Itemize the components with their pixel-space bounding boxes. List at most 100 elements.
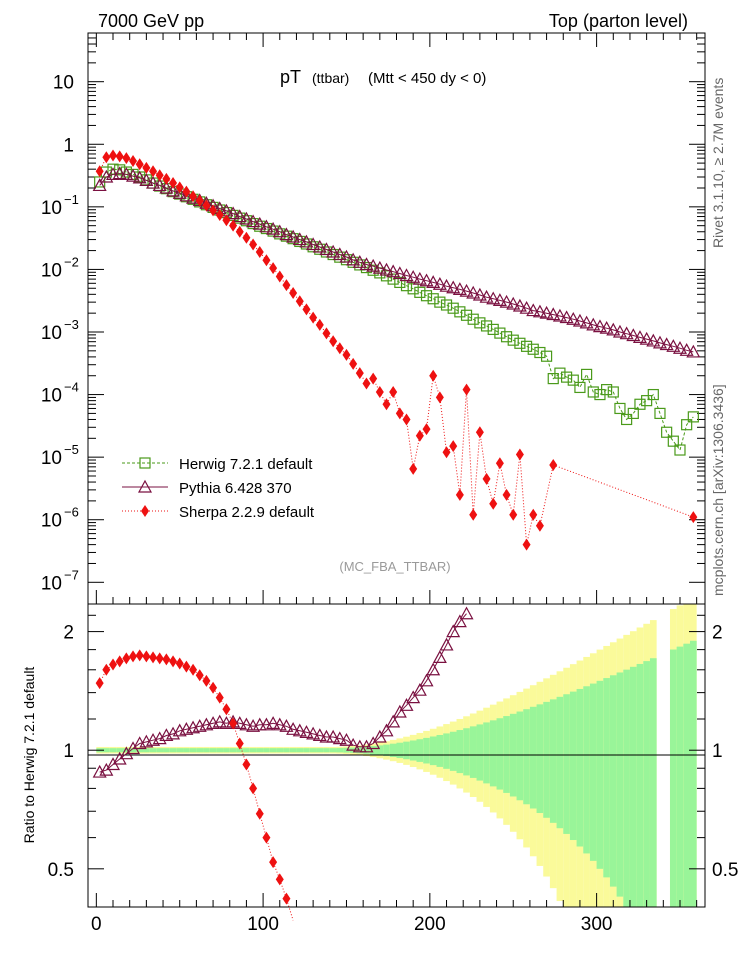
ratio-data-point <box>312 728 327 742</box>
data-point <box>532 304 547 318</box>
data-point <box>460 309 473 321</box>
data-point <box>394 276 406 289</box>
ratio-data-point <box>286 722 301 735</box>
rivet-label: Rivet 3.1.10, ≥ 2.7M events <box>710 78 726 248</box>
data-point <box>232 209 247 223</box>
data-point <box>587 386 599 398</box>
ratio-data-point <box>135 649 144 662</box>
data-point <box>102 151 111 164</box>
ratio-series <box>92 606 474 921</box>
y-tick-label: 10 <box>41 323 62 344</box>
ratio-data-point <box>189 663 198 676</box>
data-point <box>146 175 161 189</box>
band-inner-bin <box>183 748 190 753</box>
band-inner-bin <box>323 748 330 753</box>
band-inner-bin <box>283 748 290 753</box>
y-tick-label-exponent: −4 <box>64 380 79 395</box>
band-inner-bin <box>269 748 277 753</box>
data-point <box>627 407 639 420</box>
ratio-data-point <box>152 731 167 745</box>
data-point <box>486 291 501 305</box>
data-point <box>369 372 378 385</box>
x-tick-label: 100 <box>247 914 279 935</box>
data-point <box>289 286 298 299</box>
x-tick-label: 200 <box>414 914 446 935</box>
band-inner-bin <box>243 748 250 753</box>
data-point <box>306 237 321 251</box>
data-point <box>435 391 444 404</box>
data-point <box>535 519 544 532</box>
data-point <box>462 383 471 396</box>
data-point <box>621 413 633 426</box>
band-inner-bin <box>689 640 697 907</box>
data-point <box>175 181 184 194</box>
band-inner-bin <box>669 649 677 907</box>
data-point <box>502 488 511 501</box>
data-point <box>262 254 271 267</box>
plot-title-sub: (ttbar) <box>312 70 349 86</box>
band-inner-bin <box>496 718 504 790</box>
ratio-data-point <box>175 657 184 670</box>
data-point <box>132 170 147 184</box>
band-inner-bin <box>483 722 490 784</box>
ratio-series-sherpa <box>95 649 294 921</box>
data-point <box>149 165 158 178</box>
data-point <box>672 340 687 354</box>
ratio-y-tick-label-right: 1 <box>712 741 723 762</box>
ratio-data-point <box>306 726 321 740</box>
band-inner-bin <box>429 736 437 766</box>
band-inner-bin <box>216 748 224 753</box>
y-tick-label: 10 <box>41 260 62 281</box>
band-inner-bin <box>129 748 137 753</box>
y-tick-label-exponent: −6 <box>64 505 79 520</box>
data-point <box>295 295 304 308</box>
data-point <box>182 185 191 198</box>
legend: Herwig 7.2.1 default Pythia 6.428 370 Sh… <box>122 456 315 521</box>
data-point <box>506 296 521 310</box>
band-inner-bin <box>676 646 684 907</box>
ratio-data-point <box>439 637 454 651</box>
ratio-y-tick-label-right: 0.5 <box>712 860 738 881</box>
data-point <box>634 398 646 410</box>
data-point <box>479 289 494 303</box>
y-tick-label-exponent: −7 <box>64 567 79 582</box>
ratio-y-tick-label: 2 <box>63 623 74 644</box>
series-sherpa <box>95 149 698 551</box>
data-point <box>514 337 526 349</box>
band-inner-bin <box>416 739 424 762</box>
band-inner-bin <box>409 740 417 761</box>
ratio-data-point <box>366 736 381 750</box>
band-inner-bin <box>236 748 244 753</box>
band-inner-bin <box>636 663 644 907</box>
band-inner-bin <box>376 745 384 756</box>
data-point <box>495 457 504 470</box>
band-inner-bin <box>443 733 450 769</box>
data-point <box>339 249 354 263</box>
data-point <box>255 245 264 258</box>
ratio-data-point <box>249 782 258 795</box>
data-point <box>395 407 404 420</box>
data-point <box>242 231 251 244</box>
data-point <box>440 299 453 311</box>
ratio-data-point <box>372 729 387 743</box>
ratio-data-point <box>142 650 151 663</box>
ratio-y-tick-label: 1 <box>63 741 74 762</box>
data-point <box>546 307 561 321</box>
band-inner-bin <box>616 672 624 897</box>
band-inner-bin <box>529 706 537 809</box>
ratio-data-point <box>166 726 181 740</box>
ratio-y-tick-label: 0.5 <box>48 860 74 881</box>
band-inner-bin <box>189 748 197 753</box>
data-point <box>349 357 358 370</box>
series-herwig <box>94 163 699 456</box>
data-point <box>579 315 594 329</box>
data-point <box>382 398 391 411</box>
ratio-data-point <box>255 807 264 820</box>
ratio-data-point <box>202 674 211 687</box>
band-inner-bin <box>303 748 310 753</box>
data-point <box>352 255 367 268</box>
data-point <box>126 168 141 182</box>
data-point <box>246 214 261 228</box>
